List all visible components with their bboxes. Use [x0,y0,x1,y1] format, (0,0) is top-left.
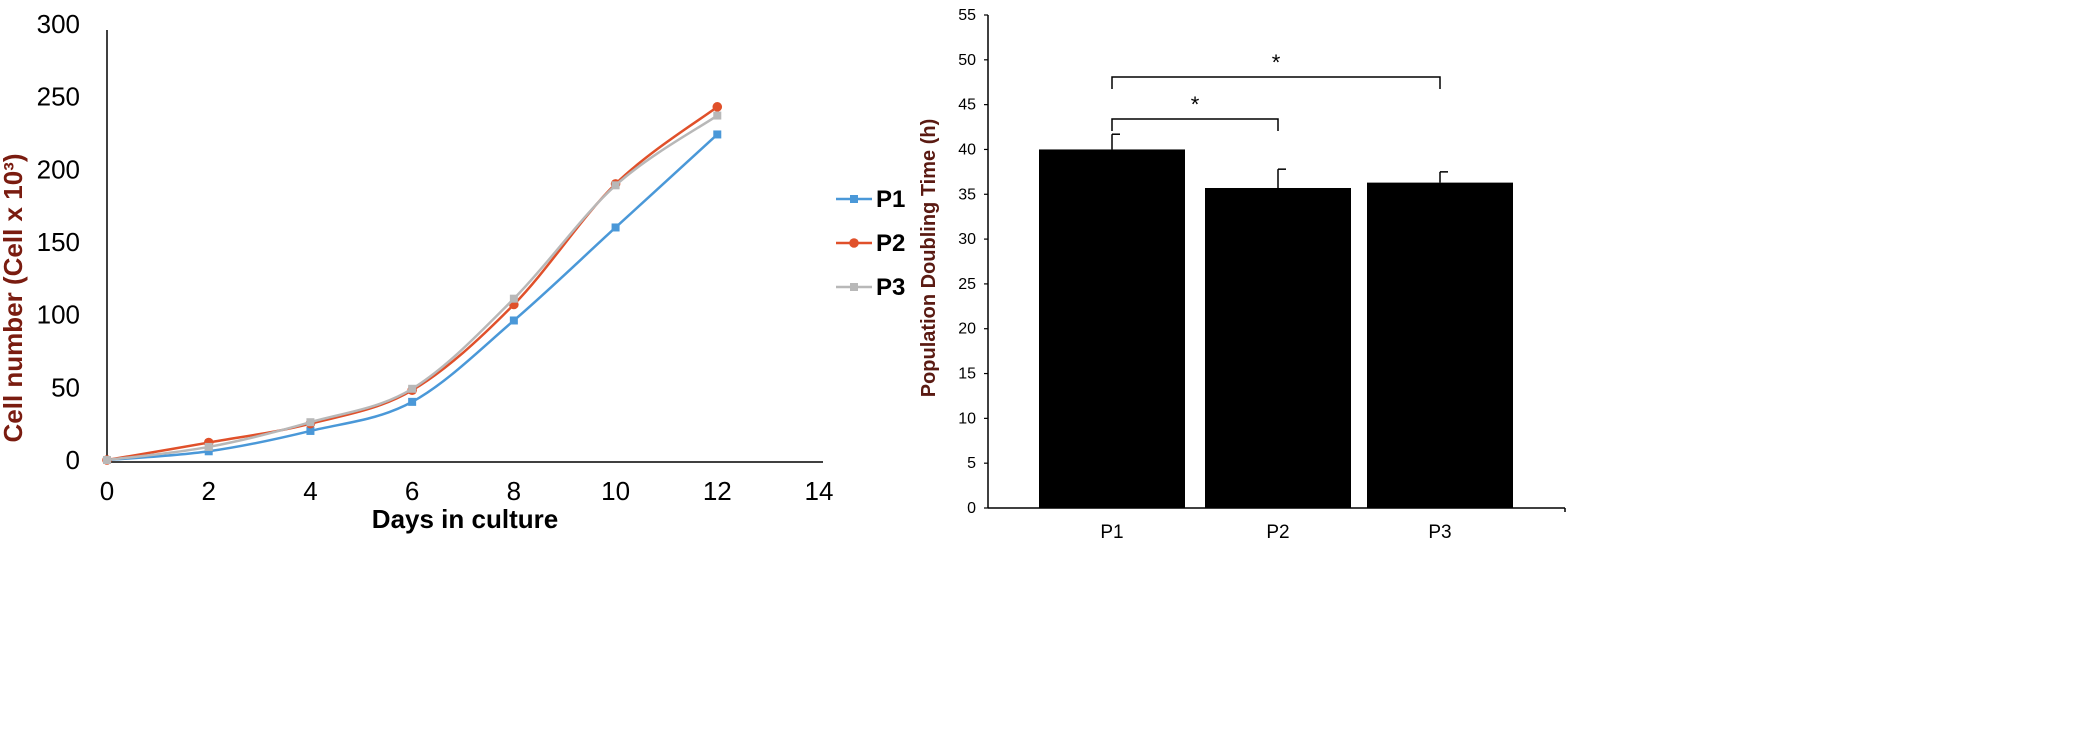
right-y-tick-label: 30 [958,231,976,248]
left-x-tick-label: 4 [303,476,317,506]
data-point-p3 [611,181,620,190]
left-y-tick-label: 0 [66,445,80,475]
legend-marker-swatch [850,283,858,291]
bar-p1 [1039,149,1185,509]
left-y-axis-title: Cell number (Cell x 10³) [0,154,28,443]
data-point-p1 [204,447,213,456]
right-y-tick-label: 45 [958,97,976,114]
category-label-p2: P2 [1266,522,1289,543]
series-line-p2 [106,105,719,462]
right-y-tick-label: 5 [967,455,976,472]
legend-marker-swatch [850,195,858,203]
bar-p2 [1205,187,1351,509]
right-y-tick-label: 25 [958,276,976,293]
legend-item-p1: P1 [836,186,905,213]
line-series-group [102,102,723,465]
left-y-tick-label: 250 [37,82,80,112]
left-y-tick-label: 150 [37,227,80,257]
bar-group [1039,133,1513,509]
left-x-tick-label: 8 [507,476,521,506]
series-line-p1 [106,133,719,462]
bracket-line [1111,118,1279,131]
series-p1 [103,130,722,464]
data-point-p3 [713,111,722,120]
left-y-tick-label: 100 [37,300,80,330]
right-y-tick-label: 50 [958,52,976,69]
data-point-p3 [408,384,417,393]
right-y-tick-labels: 0 5 10 15 20 25 30 35 40 45 50 55 [958,7,988,517]
legend-item-p3: P3 [836,274,905,301]
right-y-axis-title: Population Doubling Time (h) [918,119,940,398]
left-y-tick-labels: 0 50 100 150 200 250 300 [37,9,80,475]
significance-label: * [1191,92,1200,117]
left-x-tick-label: 6 [405,476,419,506]
bar-p3 [1367,182,1513,508]
right-y-tick-label: 55 [958,7,976,24]
category-label-p3: P3 [1428,522,1451,543]
category-label-p1: P1 [1100,522,1123,543]
data-point-p1 [306,426,315,435]
right-y-tick-label: 15 [958,366,976,383]
left-x-tick-label: 12 [703,476,732,506]
left-y-tick-label: 200 [37,154,80,184]
data-point-p1 [408,397,417,406]
significance-label: * [1272,50,1281,75]
right-y-tick-label: 10 [958,410,976,427]
left-legend: P1 P2 P3 [836,186,905,301]
legend-label: P2 [876,230,905,257]
right-y-tick-label: 20 [958,321,976,338]
right-category-labels: P1 P2 P3 [1100,522,1451,543]
bracket-line [1111,76,1441,89]
left-x-axis-title: Days in culture [372,504,558,534]
right-y-tick-label: 0 [967,500,976,517]
data-point-p1 [509,316,518,325]
left-x-tick-label: 2 [201,476,215,506]
data-point-p1 [713,130,722,139]
right-y-tick-label: 35 [958,186,976,203]
legend-marker-swatch [849,238,859,248]
legend-item-p2: P2 [836,230,905,257]
growth-line-chart: 0 50 100 150 200 250 300 0 2 4 6 8 10 12 14 Days in c… [0,9,905,534]
left-x-tick-label: 14 [805,476,834,506]
significance-bracket: * [1111,50,1441,89]
left-y-tick-label: 300 [37,9,80,39]
data-point-p3 [204,442,213,451]
data-point-p1 [611,223,620,232]
left-x-tick-label: 10 [601,476,630,506]
data-point-p3 [306,418,315,427]
left-x-tick-label: 0 [100,476,114,506]
series-p2 [102,102,723,465]
data-point-p3 [509,294,518,303]
series-p3 [103,111,722,464]
left-y-tick-label: 50 [51,372,80,402]
left-x-tick-labels: 0 2 4 6 8 10 12 14 [100,476,834,506]
significance-bracket: * [1111,92,1279,131]
data-point-p2 [712,102,723,112]
series-line-p3 [106,114,718,462]
legend-label: P1 [876,186,905,213]
significance-brackets: ** [1111,50,1441,131]
data-point-p3 [103,456,111,464]
right-y-tick-label: 40 [958,141,976,158]
legend-label: P3 [876,274,905,301]
